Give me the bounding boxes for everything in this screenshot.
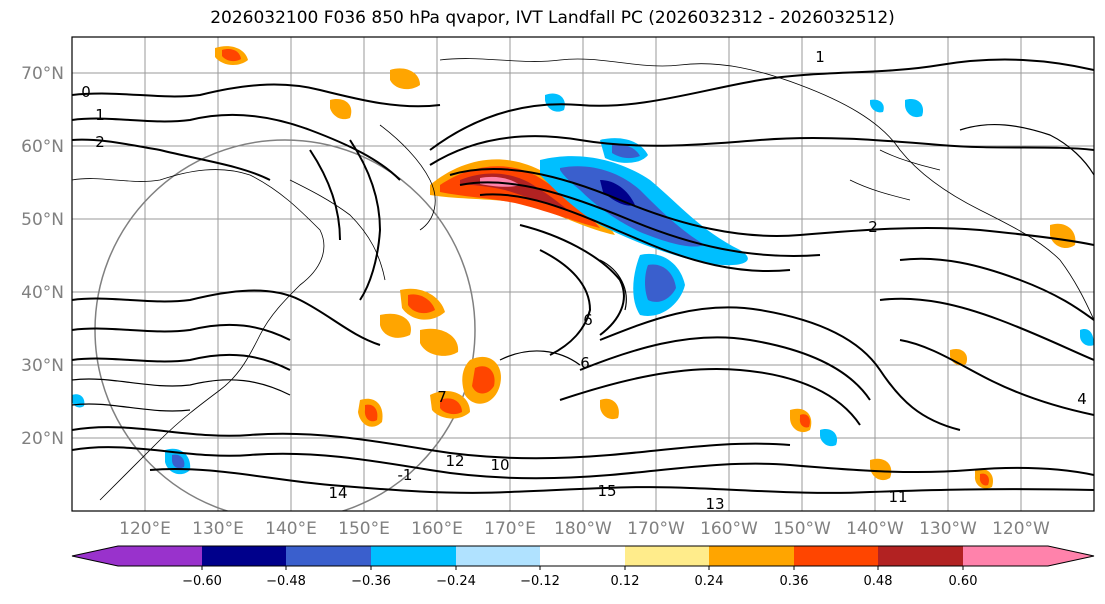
colorbar-tick-label: −0.24 (436, 574, 476, 589)
colorbar-segment (709, 546, 794, 566)
colorbar-tick-label: 0.48 (864, 574, 893, 589)
colorbar-tick-labels: −0.60 −0.48 −0.36 −0.24 −0.12 0.12 0.24 0.36 0.4… (182, 566, 977, 589)
longitude-label: 170°E (484, 519, 536, 539)
colorbar-segment (878, 546, 963, 566)
colorbar-tick-label: −0.60 (182, 574, 222, 589)
contour-label: 13 (705, 495, 724, 513)
colorbar-segment (456, 546, 540, 566)
contour-label: 2 (95, 133, 105, 151)
contour-label: 1 (815, 48, 825, 66)
colorbar-segment (371, 546, 456, 566)
latitude-label: 60°N (21, 137, 64, 157)
longitude-label: 150°W (773, 519, 831, 539)
colorbar-tick-label: −0.12 (520, 574, 560, 589)
longitude-label: 160°E (411, 519, 463, 539)
colorbar-tick-label: −0.48 (266, 574, 306, 589)
landfall-radius-circle (94, 139, 476, 511)
colorbar-tick-label: −0.36 (351, 574, 391, 589)
contour-label: -1 (398, 466, 413, 484)
longitude-labels: 120°E 130°E 140°E 150°E 160°E 170°E 180°W 170°W… (119, 519, 1050, 539)
colorbar-outline (71, 545, 1095, 567)
longitude-label: 130°E (192, 519, 244, 539)
colorbar-tick-label: 0.24 (695, 574, 724, 589)
longitude-label: 170°W (627, 519, 685, 539)
ivt-contours (72, 58, 1094, 494)
longitude-label: 140°W (846, 519, 904, 539)
contour-label: 10 (490, 456, 509, 474)
latitude-label: 70°N (21, 64, 64, 84)
colorbar-segment (202, 546, 286, 566)
latitude-label: 30°N (21, 356, 64, 376)
colorbar-segment (286, 546, 371, 566)
contour-label: 1 (95, 106, 105, 124)
latitude-label: 50°N (21, 210, 64, 230)
contour-label: 11 (888, 488, 907, 506)
contour-label: 15 (597, 482, 616, 500)
map-border (71, 36, 1095, 512)
latitude-labels: 70°N 60°N 50°N 40°N 30°N 20°N (21, 64, 64, 449)
longitude-label: 160°W (700, 519, 758, 539)
colorbar-segment (540, 546, 625, 566)
colorbar-segment (625, 546, 709, 566)
colorbar-segment (72, 546, 202, 566)
longitude-label: 120°E (119, 519, 171, 539)
colorbar-segment (794, 546, 878, 566)
ivt-contours-thin (72, 123, 1094, 412)
longitude-label: 180°W (554, 519, 612, 539)
latitude-label: 20°N (21, 429, 64, 449)
colorbar-tick-label: 0.36 (780, 574, 809, 589)
contour-label: 14 (328, 484, 347, 502)
colorbar-segment (963, 546, 1094, 566)
contour-label: 12 (445, 452, 464, 470)
gridlines (72, 37, 1094, 511)
contour-label: 7 (437, 388, 447, 406)
latitude-label: 40°N (21, 283, 64, 303)
contour-label: 2 (868, 218, 878, 236)
contour-label: 4 (1077, 390, 1087, 408)
colorbar-tick-label: 0.60 (949, 574, 978, 589)
colorbar (71, 545, 1095, 567)
colorbar-tick-label: 0.12 (611, 574, 640, 589)
contour-label: 6 (580, 354, 590, 372)
longitude-label: 130°W (919, 519, 977, 539)
longitude-label: 120°W (992, 519, 1050, 539)
longitude-label: 140°E (265, 519, 317, 539)
coastlines (72, 58, 1094, 501)
longitude-label: 150°E (338, 519, 390, 539)
contour-label: 0 (81, 83, 91, 101)
map-title: 2026032100 F036 850 hPa qvapor, IVT Land… (210, 8, 895, 28)
contour-label: 6 (583, 311, 593, 329)
